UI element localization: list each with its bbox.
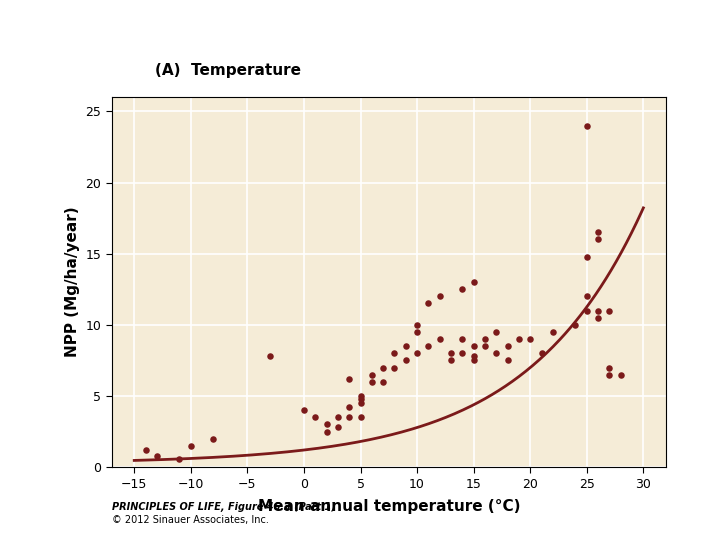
Point [400, 356, 412, 364]
Point [423, 299, 434, 308]
Point [581, 292, 593, 301]
Point [593, 228, 604, 237]
Point [389, 363, 400, 372]
Point [581, 122, 593, 130]
Point [343, 413, 355, 422]
Point [445, 349, 456, 357]
Point [468, 352, 480, 361]
Point [456, 335, 468, 343]
Point [468, 342, 480, 350]
Point [581, 252, 593, 261]
Point [389, 349, 400, 357]
Point [343, 375, 355, 383]
Point [321, 420, 333, 429]
Point [468, 278, 480, 286]
Point [355, 413, 366, 422]
Point [593, 235, 604, 244]
Text: © 2012 Sinauer Associates, Inc.: © 2012 Sinauer Associates, Inc. [112, 515, 269, 525]
Point [366, 370, 377, 379]
Point [207, 434, 219, 443]
Point [490, 349, 502, 357]
Point [310, 413, 321, 422]
Point [502, 342, 513, 350]
Point [321, 427, 333, 436]
Point [264, 352, 276, 361]
Point [536, 349, 547, 357]
Point [423, 342, 434, 350]
Point [411, 328, 423, 336]
Point [140, 446, 151, 454]
Point [603, 363, 615, 372]
Point [480, 335, 491, 343]
Text: Figure 46.3  Terrestrial NPP Varies with Temperature and Precipitation (Part 1): Figure 46.3 Terrestrial NPP Varies with … [6, 11, 522, 24]
Point [456, 349, 468, 357]
Point [400, 342, 412, 350]
Point [411, 349, 423, 357]
Point [185, 441, 197, 450]
Point [581, 306, 593, 315]
Point [355, 395, 366, 403]
Point [332, 423, 343, 431]
Point [547, 328, 559, 336]
Point [603, 306, 615, 315]
Point [174, 454, 185, 463]
Text: (A)  Temperature: (A) Temperature [155, 63, 301, 78]
X-axis label: Mean annual temperature (°C): Mean annual temperature (°C) [258, 499, 520, 514]
Point [524, 335, 536, 343]
Point [468, 356, 480, 364]
Point [343, 403, 355, 411]
Point [298, 406, 310, 415]
Point [151, 451, 163, 460]
Point [615, 370, 626, 379]
Point [513, 335, 525, 343]
Point [355, 399, 366, 407]
Point [366, 377, 377, 386]
Y-axis label: NPP (Mg/ha/year): NPP (Mg/ha/year) [65, 207, 80, 357]
Point [434, 292, 446, 301]
Text: PRINCIPLES OF LIFE, Figure 46.3 (Part 1): PRINCIPLES OF LIFE, Figure 46.3 (Part 1) [112, 502, 336, 512]
Point [502, 356, 513, 364]
Point [593, 313, 604, 322]
Point [570, 321, 581, 329]
Point [355, 392, 366, 400]
Point [593, 306, 604, 315]
Point [434, 335, 446, 343]
Point [603, 370, 615, 379]
Point [490, 328, 502, 336]
Point [377, 363, 389, 372]
Point [411, 321, 423, 329]
Point [377, 377, 389, 386]
Point [332, 413, 343, 422]
Point [480, 342, 491, 350]
Point [456, 285, 468, 294]
Point [445, 356, 456, 364]
